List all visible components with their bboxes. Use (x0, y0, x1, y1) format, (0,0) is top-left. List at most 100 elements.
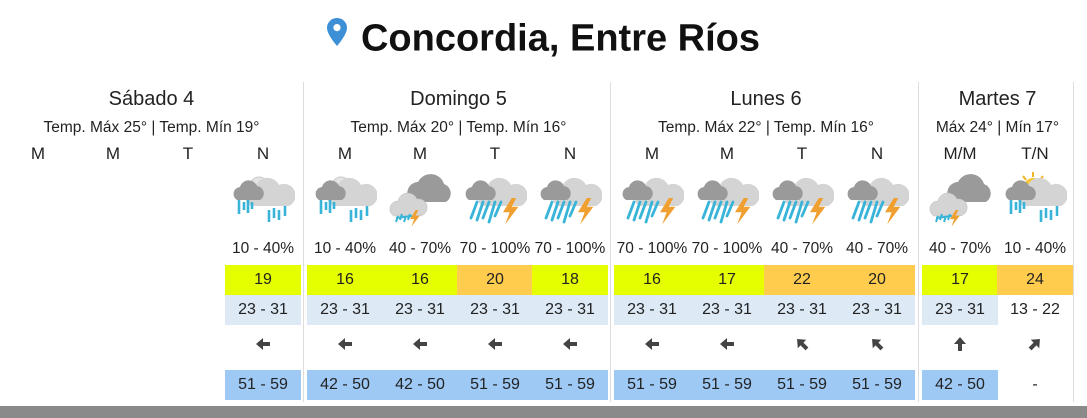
map-pin-icon (326, 13, 347, 56)
day-column: Domingo 5 Temp. Máx 20° | Temp. Mín 16° M… (307, 82, 610, 407)
precip-probability: 70 - 100% (459, 240, 531, 257)
temperature-cell: 19 (225, 265, 301, 295)
precip-probability: 40 - 70% (388, 240, 452, 257)
temperature-cell: 22 (764, 265, 840, 295)
arrow-left-icon (225, 334, 301, 360)
wind-speed-cell: - (1032, 376, 1038, 393)
arrow-left-icon (614, 334, 690, 360)
wind-speed-cell: 51 - 59 (457, 370, 533, 400)
humidity-cell: 13 - 22 (1010, 301, 1060, 318)
period-label: M (105, 144, 121, 163)
arrow-up-left-icon (764, 334, 840, 360)
arrow-left-icon (382, 334, 458, 360)
period-label: N (256, 144, 270, 163)
location-name: Concordia, Entre Ríos (360, 17, 761, 60)
arrow-left-icon (457, 334, 533, 360)
humidity-cell: 23 - 31 (225, 295, 301, 325)
precip-probability: 10 - 40% (1003, 240, 1067, 257)
rain-night-cloud-icon (313, 170, 378, 230)
day-name: Martes 7 (958, 88, 1037, 110)
day-name: Lunes 6 (730, 88, 802, 110)
period-label: M (337, 144, 353, 163)
humidity-cell: 23 - 31 (532, 295, 608, 325)
day-temp-range: Temp. Máx 20° | Temp. Mín 16° (350, 119, 567, 136)
period-label: T (796, 144, 808, 163)
temperature-cell: 24 (997, 265, 1073, 295)
temperature-cell: 17 (922, 265, 998, 295)
wind-speed-cell: 51 - 59 (532, 370, 608, 400)
thunderstorm-heavy-rain-icon (620, 170, 685, 230)
period-column: M/M 40 - 70% 17 23 - 31 42 - 50 (922, 82, 998, 407)
precip-probability: 10 - 40% (231, 240, 295, 257)
humidity-cell: 23 - 31 (839, 295, 915, 325)
period-column: N 40 - 70% 20 23 - 31 51 - 59 (839, 82, 915, 407)
temperature-cell: 20 (457, 265, 533, 295)
humidity-cell: 23 - 31 (307, 295, 383, 325)
day-divider (918, 82, 919, 402)
period-column: T/N 10 - 40% 24 13 - 22 - (997, 82, 1073, 407)
storm-dark-cloud-icon (928, 170, 992, 230)
arrow-left-icon (689, 334, 765, 360)
period-column: M (75, 82, 151, 407)
thunderstorm-heavy-rain-icon (463, 170, 528, 230)
period-column: M 70 - 100% 17 23 - 31 51 - 59 (689, 82, 765, 407)
precip-probability: 70 - 100% (616, 240, 688, 257)
period-column: T 70 - 100% 20 23 - 31 51 - 59 (457, 82, 533, 407)
day-temp-range: Máx 24° | Mín 17° (935, 119, 1060, 136)
period-column: T 40 - 70% 22 23 - 31 51 - 59 (764, 82, 840, 407)
period-label: N (870, 144, 884, 163)
location-title: Concordia, Entre Ríos (0, 16, 1087, 60)
precip-probability: 40 - 70% (928, 240, 992, 257)
precip-probability: 70 - 100% (691, 240, 763, 257)
precip-probability: 10 - 40% (313, 240, 377, 257)
period-label: M (644, 144, 660, 163)
thunderstorm-heavy-rain-icon (695, 170, 760, 230)
thunderstorm-heavy-rain-icon (770, 170, 835, 230)
rain-sun-cloud-icon (1003, 170, 1068, 230)
temperature-cell: 18 (532, 265, 608, 295)
period-label: M (30, 144, 46, 163)
precip-probability: 70 - 100% (534, 240, 606, 257)
precip-probability: 40 - 70% (770, 240, 834, 257)
horizontal-scrollbar[interactable] (0, 406, 1087, 418)
period-column: T (150, 82, 226, 407)
day-name: Sábado 4 (108, 88, 195, 110)
wind-speed-cell: 42 - 50 (307, 370, 383, 400)
day-column: Lunes 6 Temp. Máx 22° | Temp. Mín 16° M 7… (614, 82, 918, 407)
day-column: Martes 7 Máx 24° | Mín 17° M/M 40 - 70% 1… (922, 82, 1073, 407)
period-label: T (182, 144, 194, 163)
rain-night-cloud-icon (231, 170, 296, 230)
arrow-left-icon (307, 334, 383, 360)
arrow-up-icon (922, 334, 998, 360)
period-label: T/N (1021, 144, 1049, 163)
wind-speed-cell: 51 - 59 (839, 370, 915, 400)
period-column: N 70 - 100% 18 23 - 31 51 - 59 (532, 82, 608, 407)
precip-probability: 40 - 70% (845, 240, 909, 257)
day-divider (303, 82, 304, 402)
day-divider (610, 82, 611, 402)
period-column: N 10 - 40% 19 23 - 31 51 - 59 (225, 82, 301, 407)
period-column: M (0, 82, 76, 407)
humidity-cell: 23 - 31 (457, 295, 533, 325)
period-label: M/M (943, 144, 977, 163)
temperature-cell: 17 (689, 265, 765, 295)
period-label: T (489, 144, 501, 163)
day-divider (1073, 82, 1074, 402)
arrow-up-left-icon (839, 334, 915, 360)
humidity-cell: 23 - 31 (382, 295, 458, 325)
arrow-left-icon (532, 334, 608, 360)
wind-speed-cell: 42 - 50 (382, 370, 458, 400)
humidity-cell: 23 - 31 (922, 295, 998, 325)
temperature-cell: 20 (839, 265, 915, 295)
temperature-cell: 16 (614, 265, 690, 295)
day-temp-range: Temp. Máx 22° | Temp. Mín 16° (657, 119, 874, 136)
humidity-cell: 23 - 31 (614, 295, 690, 325)
wind-speed-cell: 42 - 50 (922, 370, 998, 400)
arrow-up-right-icon (997, 334, 1073, 360)
humidity-cell: 23 - 31 (764, 295, 840, 325)
day-temp-range: Temp. Máx 25° | Temp. Mín 19° (43, 119, 260, 136)
temperature-cell: 16 (307, 265, 383, 295)
wind-speed-cell: 51 - 59 (225, 370, 301, 400)
period-label: M (412, 144, 428, 163)
period-column: M 70 - 100% 16 23 - 31 51 - 59 (614, 82, 690, 407)
